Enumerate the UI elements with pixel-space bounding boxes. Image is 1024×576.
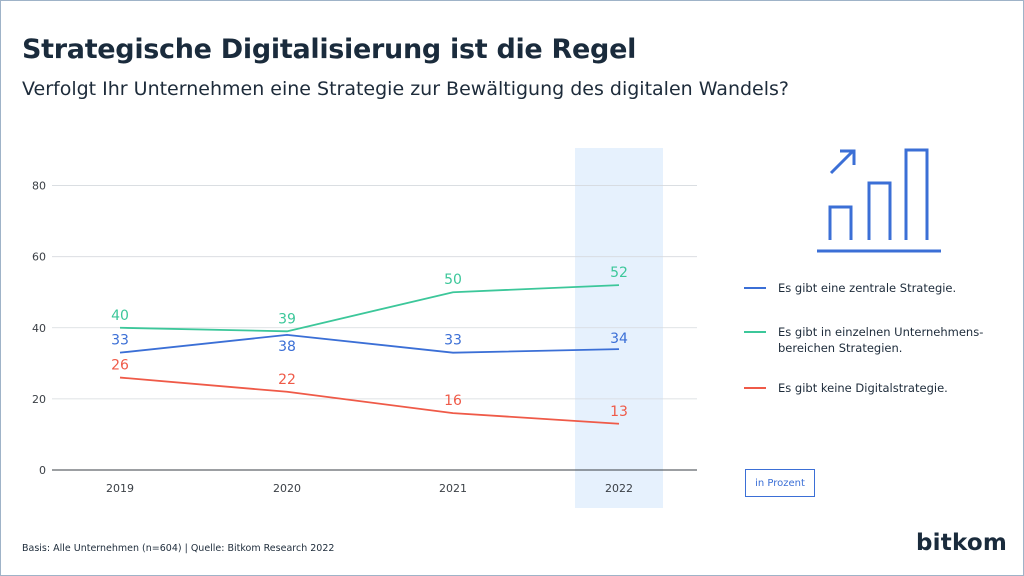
data-label: 16 bbox=[444, 393, 462, 409]
data-label: 38 bbox=[278, 339, 296, 355]
legend-item-keine: Es gibt keine Digitalstrategie. bbox=[744, 380, 988, 396]
data-label: 34 bbox=[610, 331, 628, 347]
x-tick-label: 2021 bbox=[439, 482, 467, 495]
y-tick-label: 60 bbox=[32, 251, 46, 264]
legend-item-zentrale: Es gibt eine zentrale Strategie. bbox=[744, 280, 988, 296]
data-label: 26 bbox=[111, 358, 129, 374]
series-line bbox=[119, 333, 620, 354]
data-label: 50 bbox=[444, 272, 462, 288]
y-tick-label: 80 bbox=[32, 180, 46, 193]
y-tick-label: 20 bbox=[32, 393, 46, 406]
y-tick-label: 40 bbox=[32, 322, 46, 335]
x-tick-label: 2020 bbox=[273, 482, 301, 495]
bitkom-logo: bitkom bbox=[916, 530, 1007, 556]
chart-subtitle: Verfolgt Ihr Unternehmen eine Strategie … bbox=[22, 78, 789, 100]
data-label: 52 bbox=[610, 265, 628, 281]
legend-swatch-blue bbox=[744, 287, 766, 289]
data-label: 40 bbox=[111, 308, 129, 324]
x-tick-label: 2022 bbox=[605, 482, 633, 495]
data-label: 22 bbox=[278, 372, 296, 388]
legend-item-einzelne: Es gibt in einzelnen Unternehmens-bereic… bbox=[744, 324, 988, 356]
legend-swatch-red bbox=[744, 387, 766, 389]
unit-badge: in Prozent bbox=[745, 469, 815, 497]
series-line bbox=[119, 376, 620, 425]
legend-label: Es gibt eine zentrale Strategie. bbox=[778, 281, 957, 295]
legend-label: Es gibt keine Digitalstrategie. bbox=[778, 381, 948, 395]
data-label: 33 bbox=[444, 333, 462, 349]
source-footnote: Basis: Alle Unternehmen (n=604) | Quelle… bbox=[22, 543, 335, 554]
series-line bbox=[119, 284, 620, 333]
data-label: 13 bbox=[610, 404, 628, 420]
x-tick-label: 2019 bbox=[106, 482, 134, 495]
chart-title: Strategische Digitalisierung ist die Reg… bbox=[22, 34, 637, 65]
data-label: 33 bbox=[111, 333, 129, 349]
legend-swatch-green bbox=[744, 331, 766, 333]
bar-chart-growth-icon bbox=[817, 148, 941, 253]
y-tick-label: 0 bbox=[39, 464, 46, 477]
legend-label: Es gibt in einzelnen Unternehmens-bereic… bbox=[778, 325, 984, 355]
data-label: 39 bbox=[278, 311, 296, 327]
